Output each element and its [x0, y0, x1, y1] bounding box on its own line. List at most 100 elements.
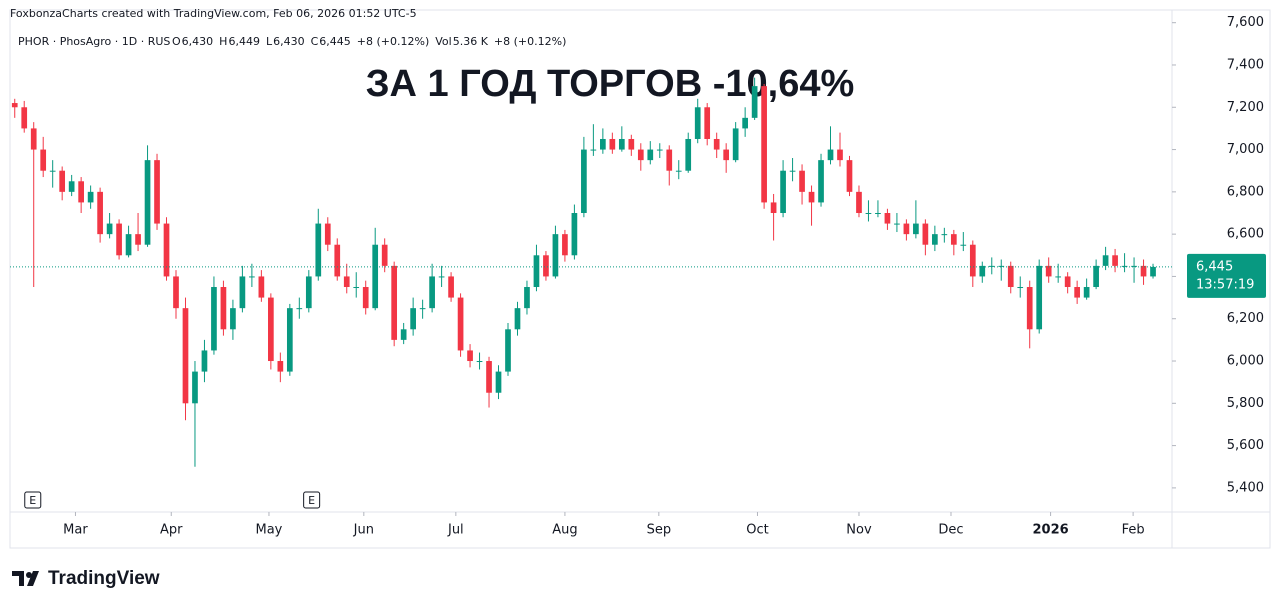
y-tick-label: 7,000 [1227, 142, 1264, 157]
candle-body [1007, 265, 1014, 288]
candle-body [694, 107, 701, 139]
candle-body [685, 138, 692, 171]
candle-body [30, 128, 37, 150]
candle-body [106, 223, 113, 235]
legend-value: 6,430 [273, 35, 305, 48]
candle-body [656, 149, 663, 151]
candle-body [903, 223, 910, 235]
candle-body [429, 276, 435, 309]
candle-body [391, 265, 398, 340]
x-tick-label: Apr [160, 523, 183, 538]
candle-body [732, 128, 739, 161]
candle-body [1083, 287, 1090, 298]
candle-body [230, 308, 236, 330]
y-tick-label: 6,600 [1227, 227, 1264, 242]
y-tick-label: 6,200 [1227, 311, 1264, 326]
x-tick-label: Jul [447, 523, 464, 538]
candle-body [552, 234, 559, 277]
candle-body [258, 276, 265, 298]
candle-body [865, 212, 872, 214]
candle-body [1074, 287, 1080, 298]
chart-title: ЗА 1 ГОД ТОРГОВ -10,64% [366, 63, 855, 105]
candle-body [400, 329, 407, 340]
candle-body [40, 149, 47, 171]
event-box [24, 491, 42, 509]
candle-body [211, 287, 217, 351]
price-tag-value: 6,445 [1196, 259, 1233, 274]
candle-body [286, 308, 293, 372]
candle-body [135, 234, 141, 245]
candle-body [875, 212, 881, 214]
candle-body [818, 160, 824, 203]
candle-body [343, 276, 350, 288]
candle-body [305, 276, 312, 309]
candle-body [913, 223, 919, 235]
symbol: PHOR · PhosAgro · 1D · RUS [18, 35, 170, 48]
legend-key: Vol [435, 35, 451, 48]
event-box [303, 491, 321, 509]
candle-body [524, 287, 530, 309]
candle-body [68, 181, 75, 192]
candle-body [884, 212, 891, 224]
candle-body [144, 160, 151, 245]
y-tick-label: 7,400 [1227, 57, 1264, 72]
legend-value: 5.36 K [453, 35, 489, 48]
candle-body [581, 149, 587, 213]
candle-body [324, 223, 331, 245]
candle-body [742, 117, 748, 129]
candle-body [637, 149, 644, 161]
logo-text: TradingView [48, 568, 160, 589]
candle-body [410, 308, 416, 330]
candle-body [941, 234, 948, 236]
candle-body [296, 308, 303, 310]
legend-key: O [172, 35, 181, 48]
candle-body [761, 86, 767, 203]
x-tick-label: 2026 [1032, 523, 1068, 538]
candle-body [315, 223, 322, 277]
candle-body [571, 212, 578, 256]
candle-body [182, 308, 189, 404]
legend-key: H [219, 35, 227, 48]
x-tick-label: Oct [746, 523, 768, 538]
y-tick-label: 5,800 [1227, 396, 1264, 411]
candle-body [846, 160, 853, 192]
candle-body [154, 160, 160, 224]
candle-body [362, 287, 369, 309]
candle-body [467, 350, 473, 362]
candle-body [201, 350, 208, 372]
candle-body [1102, 255, 1109, 266]
candle-body [97, 191, 103, 235]
candle-body [1150, 266, 1156, 277]
candle-body [87, 191, 94, 203]
legend-key: C [311, 35, 319, 48]
x-tick-label: May [256, 523, 283, 538]
candle-body [988, 265, 995, 267]
candle-body [277, 361, 284, 372]
candle-body [220, 287, 227, 330]
candle-body [979, 265, 986, 277]
y-tick-label: 6,800 [1227, 184, 1264, 199]
candle-body [950, 234, 957, 245]
x-tick-label: Aug [552, 523, 577, 538]
candle-body [1112, 255, 1118, 266]
candle-body [713, 138, 720, 150]
candle-body [1036, 265, 1043, 330]
y-tick-label: 5,600 [1227, 438, 1264, 453]
candle-body [647, 149, 654, 161]
candle-body [334, 244, 341, 277]
y-tick-label: 7,200 [1227, 100, 1264, 115]
x-tick-label: Nov [846, 523, 872, 538]
candle-body [894, 223, 900, 225]
candle-body [419, 308, 426, 310]
candle-body [799, 170, 805, 192]
candle-body [533, 255, 540, 288]
candle-body [78, 181, 84, 203]
x-tick-label: Sep [647, 523, 672, 538]
candle-body [675, 170, 682, 172]
candle-body [562, 234, 568, 256]
candle-body [353, 287, 360, 289]
candle-body [960, 244, 967, 246]
candle-body [1026, 287, 1033, 330]
candle-body [192, 371, 198, 404]
